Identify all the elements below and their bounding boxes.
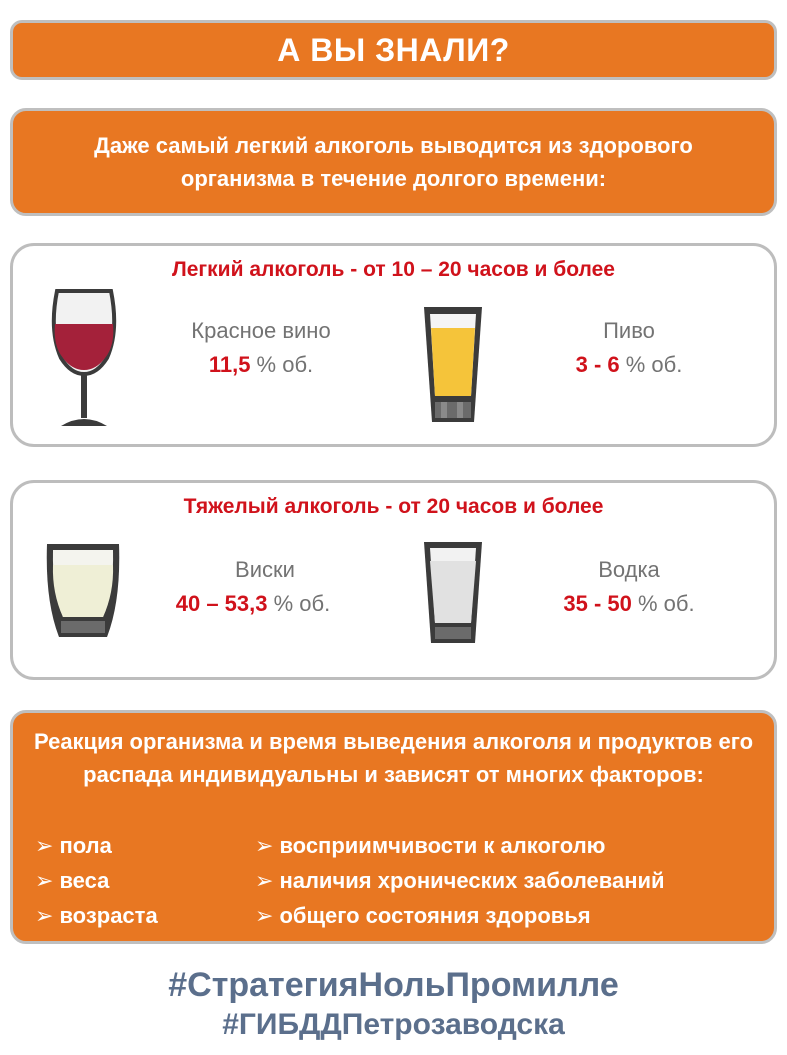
vodka-strength-unit: % об.	[631, 591, 695, 616]
whisky-glass-icon	[46, 544, 120, 637]
whisky-strength-value: 40 – 53,3	[175, 591, 268, 616]
bullet-arrow-icon: ➢	[35, 903, 54, 928]
bullet-arrow-icon: ➢	[255, 868, 274, 893]
bullet-arrow-icon: ➢	[255, 903, 274, 928]
vodka-name: Водка	[598, 557, 660, 582]
factor-item: ➢ пола	[35, 833, 112, 858]
heavy-alcohol-panel: Тяжелый алкоголь - от 20 часов и более В…	[10, 480, 777, 680]
whisky-strength-unit: % об.	[267, 591, 331, 616]
beer-strength-unit: % об.	[619, 352, 683, 377]
vodka-glass-icon	[424, 542, 482, 643]
beer-strength: 3 - 6 % об.	[509, 352, 749, 378]
factor-item: ➢ восприимчивости к алкоголю	[255, 833, 606, 858]
red-wine-strength-unit: % об.	[250, 352, 314, 377]
factor-item: ➢ возраста	[35, 903, 158, 928]
hashtag-strategy: #СтратегияНольПромилле	[168, 966, 619, 1004]
factors-banner: Реакция организма и время выведения алко…	[10, 710, 777, 944]
intro-text: Даже самый легкий алкоголь выводится из …	[94, 133, 693, 191]
bullet-arrow-icon: ➢	[35, 868, 54, 893]
bullet-arrow-icon: ➢	[35, 833, 54, 858]
vodka-strength: 35 - 50 % об.	[509, 591, 749, 617]
whisky-strength: 40 – 53,3 % об.	[133, 591, 373, 617]
heavy-alcohol-heading: Тяжелый алкоголь - от 20 часов и более	[183, 495, 604, 518]
vodka-strength-value: 35 - 50	[563, 591, 632, 616]
title-banner: А ВЫ ЗНАЛИ?	[10, 20, 777, 80]
bullet-arrow-icon: ➢	[255, 833, 274, 858]
whisky-name: Виски	[235, 557, 295, 582]
red-wine-strength: 11,5 % об.	[141, 352, 381, 378]
factor-item: ➢ общего состояния здоровья	[255, 903, 591, 928]
light-alcohol-heading: Легкий алкоголь - от 10 – 20 часов и бол…	[172, 258, 615, 281]
beer-glass-icon	[424, 307, 482, 422]
factors-intro-text: Реакция организма и время выведения алко…	[33, 729, 754, 787]
red-wine-strength-value: 11,5	[208, 352, 251, 377]
intro-banner: Даже самый легкий алкоголь выводится из …	[10, 108, 777, 216]
beer-name: Пиво	[603, 318, 655, 343]
hashtag-gibdd: #ГИБДДПетрозаводска	[222, 1008, 565, 1041]
red-wine-name: Красное вино	[191, 318, 331, 343]
page-title: А ВЫ ЗНАЛИ?	[277, 32, 510, 68]
light-alcohol-panel: Легкий алкоголь - от 10 – 20 часов и бол…	[10, 243, 777, 447]
factor-item: ➢ веса	[35, 868, 110, 893]
factor-item: ➢ наличия хронических заболеваний	[255, 868, 665, 893]
beer-strength-value: 3 - 6	[575, 352, 620, 377]
wine-glass-icon	[51, 289, 117, 426]
